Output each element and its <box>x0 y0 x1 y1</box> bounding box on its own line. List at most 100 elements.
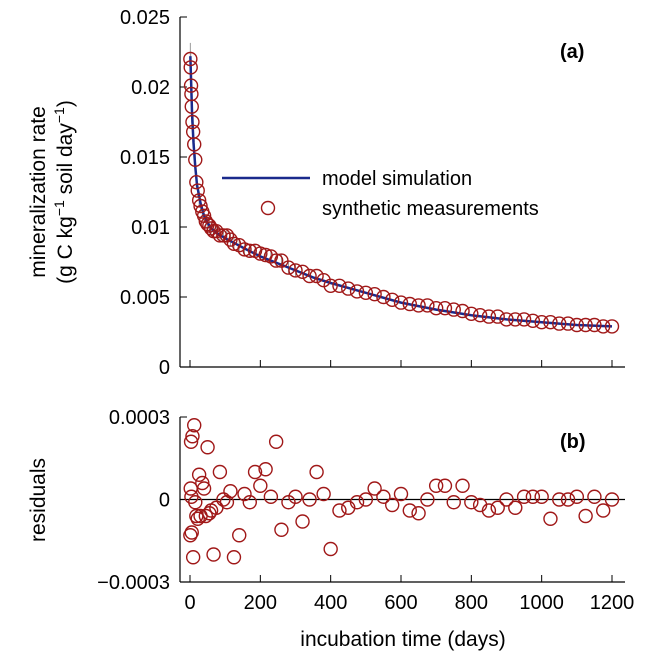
residual-point <box>198 508 214 524</box>
panel-a-y-ticks: 0 0.005 0.01 0.015 0.02 0.025 <box>120 7 187 379</box>
measurement-point <box>358 285 374 300</box>
measurement-point <box>184 99 199 114</box>
measurement-point <box>190 183 205 198</box>
residual-point <box>464 495 479 510</box>
measurement-point <box>288 263 303 278</box>
measurement-point <box>543 315 558 330</box>
panel-b-y-tick-label: 0.0003 <box>109 407 170 429</box>
residual-point <box>212 464 228 480</box>
measurement-point <box>604 319 620 334</box>
measurement-point <box>560 316 576 331</box>
measurement-point <box>569 317 585 333</box>
residual-point <box>349 495 365 510</box>
residual-point <box>332 503 347 518</box>
residual-point <box>490 500 505 515</box>
measurement-point <box>242 243 257 259</box>
residual-point <box>552 492 567 507</box>
measurement-point <box>332 278 347 293</box>
measurement-point <box>516 312 532 327</box>
residual-point <box>274 522 289 537</box>
synthetic-measurement-points <box>183 51 620 334</box>
panel-a-y-label-line2: (g C kg−1 soil day−1) <box>51 100 77 284</box>
residual-point <box>309 464 324 480</box>
residual-point <box>242 495 257 510</box>
residual-point <box>323 541 338 557</box>
model-simulation-line <box>189 56 613 328</box>
residual-point <box>302 492 317 507</box>
residual-point <box>226 550 242 565</box>
panel-b-tag: (b) <box>560 431 586 453</box>
residual-point <box>411 506 426 521</box>
measurement-point <box>481 309 497 324</box>
measurement-point <box>349 284 365 299</box>
residual-point <box>288 489 303 504</box>
panel-b-x-tick-label: 1200 <box>590 592 635 614</box>
units-superscript-2: −1 <box>51 107 67 123</box>
residual-point <box>184 525 199 540</box>
legend-label-measurements: synthetic measurements <box>322 198 539 220</box>
measurement-point <box>411 298 426 313</box>
panel-a-errorbars <box>189 42 296 277</box>
residual-point <box>367 481 382 496</box>
residual-point <box>185 550 201 565</box>
residual-point <box>253 478 268 493</box>
measurement-point <box>309 268 324 284</box>
measurement-point <box>341 281 356 296</box>
residual-point <box>604 492 620 507</box>
measurement-point <box>587 317 602 333</box>
residual-point <box>247 464 263 480</box>
panel-a-y-label-units: (g C kg−1 soil day−1) <box>51 100 77 284</box>
panel-a-y-tick-label: 0.01 <box>131 217 170 239</box>
panel-a-y-tick-label: 0.02 <box>131 77 170 99</box>
residual-point <box>385 497 400 513</box>
residual-point <box>206 547 221 562</box>
measurement-point <box>552 316 567 331</box>
panel-b-x-tick-label: 600 <box>384 592 417 614</box>
panel-a: 0 0.005 0.01 0.015 0.02 0.025 (a) model simul… <box>27 7 625 379</box>
measurement-point <box>464 306 479 321</box>
measurement-point <box>420 298 435 313</box>
residual-points <box>183 418 620 565</box>
measurement-point <box>185 114 200 130</box>
measurement-point <box>295 264 310 279</box>
residual-point <box>316 486 331 502</box>
units-part-3: ) <box>54 100 77 107</box>
measurement-point <box>455 303 470 319</box>
residual-point <box>508 500 523 515</box>
residual-point <box>183 528 198 543</box>
measurement-point <box>237 242 252 257</box>
panel-b-x-ticks: 0 200 400 600 800 1000 1200 <box>184 575 634 614</box>
residual-point <box>295 514 310 529</box>
panel-b-y-tick-label: −0.0003 <box>97 572 170 594</box>
residual-point <box>393 486 409 502</box>
legend-measurement-marker <box>260 200 276 216</box>
measurement-point <box>188 152 203 168</box>
residual-point <box>190 511 205 526</box>
residual-point <box>428 478 444 493</box>
measurement-point <box>508 312 523 327</box>
panel-a-y-tick-label: 0 <box>159 357 170 379</box>
panel-a-y-tick-label: 0.005 <box>120 287 170 309</box>
residual-point <box>376 489 391 504</box>
measurement-point <box>596 319 611 334</box>
panel-b-y-ticks: 0.0003 0 −0.0003 <box>97 407 187 594</box>
residual-point <box>232 528 247 543</box>
residual-point <box>191 467 207 482</box>
residual-point <box>188 495 203 510</box>
panel-b-y-label-text: residuals <box>27 458 50 542</box>
measurement-point <box>534 315 549 330</box>
residual-point <box>534 489 549 504</box>
legend-label-model: model simulation <box>322 168 472 190</box>
panel-b-y-tick-label: 0 <box>159 490 170 512</box>
measurement-point <box>189 174 204 190</box>
panel-b-x-tick-label: 800 <box>455 592 488 614</box>
residual-point <box>237 486 252 502</box>
measurement-point <box>183 51 198 67</box>
measurement-point <box>446 302 461 317</box>
residual-point <box>446 495 461 510</box>
measurement-point <box>525 313 541 328</box>
measurement-point <box>376 289 391 305</box>
measurement-point <box>490 309 505 324</box>
panel-b-y-label: residuals <box>27 458 50 542</box>
